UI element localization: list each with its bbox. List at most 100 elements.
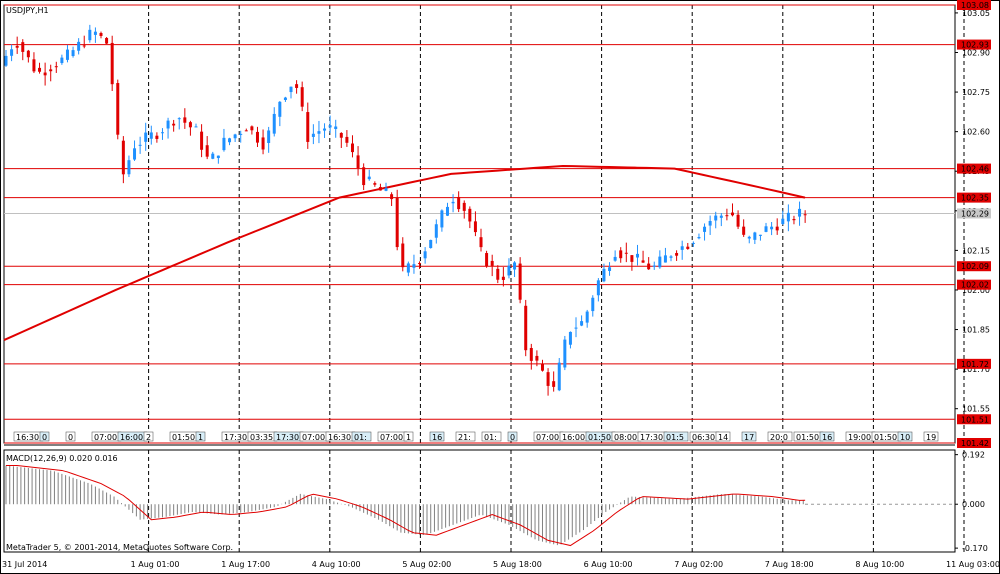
- candle-body: [552, 381, 556, 387]
- candle-body: [295, 84, 299, 88]
- candle-body: [641, 260, 645, 263]
- candle-body: [267, 130, 271, 143]
- candle-body: [580, 321, 584, 326]
- time-label: 11 Aug 03:00: [946, 560, 1000, 569]
- candle-body: [32, 59, 36, 72]
- candle-body: [99, 33, 103, 36]
- candle-body: [535, 355, 539, 361]
- level-tag-label: 102.09: [961, 262, 989, 271]
- info-marker-label: 07:00: [380, 433, 403, 442]
- price-tick-label: 102.75: [962, 88, 990, 97]
- level-tag: [957, 39, 991, 50]
- candle-body: [222, 137, 226, 151]
- candle-body: [714, 215, 718, 221]
- level-tag: [957, 261, 991, 272]
- candle-body: [608, 267, 612, 271]
- info-marker-label: 0: [510, 433, 515, 442]
- candle-body: [781, 218, 785, 224]
- time-label: 5 Aug 18:00: [493, 560, 542, 569]
- candle-body: [697, 237, 701, 239]
- candle-body: [345, 136, 349, 143]
- candle-body: [775, 226, 779, 231]
- info-marker-box: [403, 431, 414, 442]
- candle-body: [166, 120, 170, 129]
- info-marker-box: [897, 431, 913, 442]
- info-marker-label: 1: [198, 433, 203, 442]
- level-tag-label: 102.46: [961, 165, 989, 174]
- candle-body: [317, 131, 321, 134]
- candle-body: [479, 237, 483, 248]
- candle-body: [585, 311, 589, 323]
- price-tick-label: 102.15: [962, 246, 990, 255]
- info-marker-label: 19:00: [848, 433, 871, 442]
- info-marker-box: [767, 431, 793, 442]
- info-marker-label: 01:50: [796, 433, 819, 442]
- level-tag: [957, 0, 991, 10]
- level-tag: [957, 414, 991, 425]
- info-marker-label: 07:00: [536, 433, 559, 442]
- level-tag-label: 101.72: [961, 360, 989, 369]
- candle-body: [686, 246, 690, 249]
- candle-body: [49, 69, 53, 72]
- candle-body: [88, 29, 92, 41]
- info-marker-box: [429, 431, 445, 442]
- candle-body: [457, 196, 461, 210]
- candle-body: [54, 66, 58, 68]
- time-label: 1 Aug 17:00: [221, 560, 270, 569]
- candle-body: [725, 215, 729, 217]
- level-tag-label: 102.35: [961, 194, 989, 203]
- candle-body: [596, 280, 600, 296]
- info-marker-box: [455, 431, 476, 442]
- candle-body: [647, 263, 651, 270]
- info-marker-label: 17: [744, 433, 754, 442]
- candle-body: [323, 128, 327, 131]
- candle-body: [691, 242, 695, 244]
- info-marker-label: 01:: [484, 433, 497, 442]
- candle-body: [462, 202, 466, 211]
- candle-body: [518, 263, 522, 300]
- candle-body: [663, 255, 667, 263]
- candle-body: [496, 268, 500, 280]
- moving-average-line: [3, 164, 806, 342]
- candle-body: [373, 183, 377, 185]
- candle-body: [133, 148, 137, 160]
- candlesticks: [4, 24, 807, 396]
- price-tick-label: 102.60: [962, 128, 990, 137]
- info-marker-label: 03:35: [250, 433, 273, 442]
- candle-body: [591, 297, 595, 312]
- candle-body: [758, 234, 762, 236]
- time-label: 31 Jul 2014: [2, 560, 47, 569]
- candle-body: [244, 130, 248, 132]
- info-marker-label: 16: [822, 433, 832, 442]
- candle-body: [328, 125, 332, 128]
- candle-body: [239, 133, 243, 135]
- candle-body: [792, 218, 796, 221]
- time-label: 5 Aug 02:00: [402, 560, 451, 569]
- candle-body: [138, 144, 142, 146]
- candle-body: [188, 122, 192, 128]
- candle-body: [205, 145, 209, 157]
- info-marker-label: 01:50: [172, 433, 195, 442]
- candle-body: [764, 226, 768, 232]
- info-marker-label: 16: [432, 433, 442, 442]
- info-marker-label: 01:5: [666, 433, 684, 442]
- candle-body: [619, 250, 623, 259]
- info-marker-box: [143, 431, 154, 442]
- candle-body: [490, 260, 494, 266]
- candle-body: [93, 31, 97, 35]
- level-tag: [957, 279, 991, 290]
- candle-body: [434, 224, 438, 238]
- level-tag-label: 101.42: [961, 439, 989, 448]
- candle-body: [658, 256, 662, 268]
- macd-tick-label: 0.000: [962, 500, 985, 509]
- candle-body: [803, 214, 807, 216]
- candle-body: [669, 256, 673, 258]
- horizontal-levels[interactable]: 103.08 102.93 102.46 102.35 102.09 102.02 101.…: [4, 0, 991, 448]
- time-label: 7 Aug 02:00: [674, 560, 723, 569]
- candle-body: [557, 362, 561, 391]
- info-marker-box: [819, 431, 835, 442]
- chart-info-markers: 16:30 0 0 07:00 16:00 2 01:50 1 17:30 03:35 17:30 0…: [13, 431, 939, 442]
- candle-body: [233, 134, 237, 139]
